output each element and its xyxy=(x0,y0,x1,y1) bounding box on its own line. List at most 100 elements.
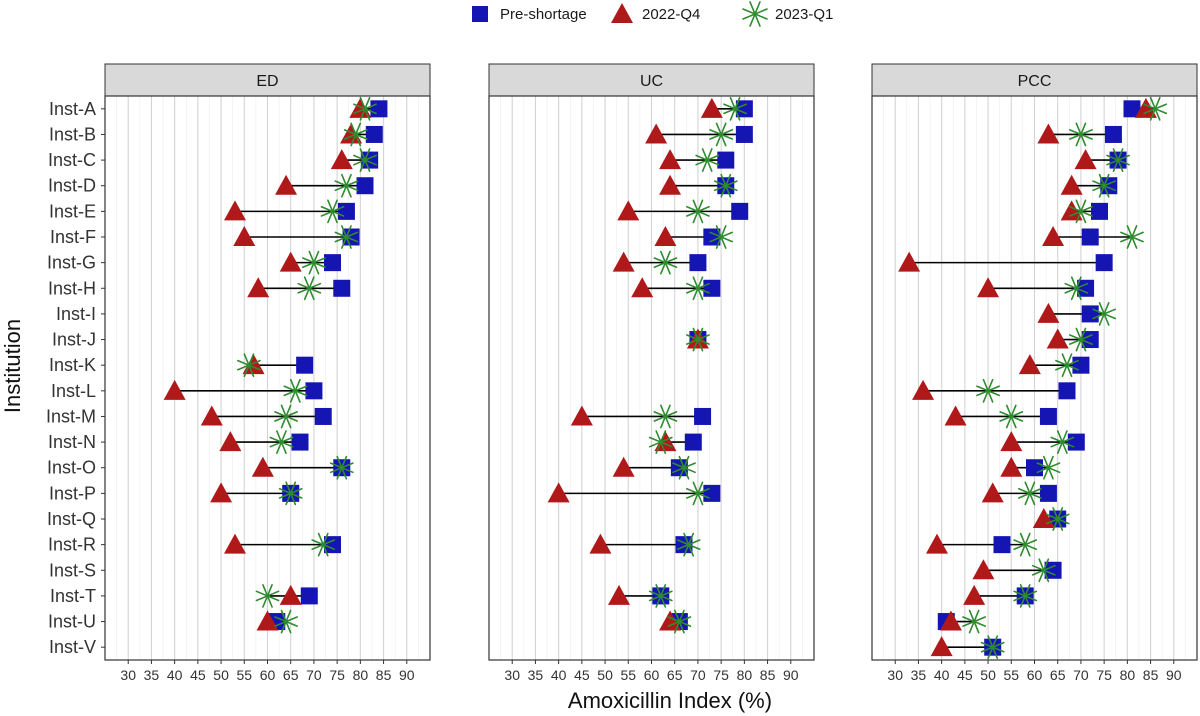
x-tick-label: 35 xyxy=(528,667,544,683)
x-tick-label: 30 xyxy=(887,667,903,683)
q4-2022-point xyxy=(981,482,1004,503)
panels: ED 30 35 40 45 50 55 60 65 70 75 80 85 90 UC 30 35 40 45 50… xyxy=(101,63,1198,683)
strip-label: UC xyxy=(640,73,663,90)
institution-label: Inst-F xyxy=(50,227,96,247)
x-tick-label: 70 xyxy=(306,667,322,683)
q4-2022-point xyxy=(612,251,635,272)
pre-shortage-point xyxy=(1091,202,1108,220)
x-tick-label: 55 xyxy=(236,667,252,683)
q1-2023-point xyxy=(1120,225,1144,249)
q1-2023-point xyxy=(686,276,710,301)
legend-item-q1: 2023-Q1 xyxy=(742,1,833,27)
legend-triangle-marker xyxy=(611,3,633,23)
x-axis-ticks: 30 35 40 45 50 55 60 65 70 75 80 85 90 xyxy=(887,660,1182,683)
x-tick-label: 45 xyxy=(574,667,590,683)
q4-2022-point xyxy=(977,277,1000,298)
x-tick-label: 85 xyxy=(376,667,392,683)
q1-2023-point xyxy=(713,173,738,198)
q1-2023-point xyxy=(353,148,377,172)
x-tick-label: 50 xyxy=(213,667,229,683)
x-tick-label: 60 xyxy=(1027,667,1043,683)
q4-2022-point xyxy=(163,379,186,400)
q4-2022-point xyxy=(617,200,640,221)
q4-2022-point xyxy=(247,277,270,298)
q4-2022-point xyxy=(939,610,962,631)
x-tick-label: 35 xyxy=(911,667,927,683)
q4-2022-point xyxy=(570,405,593,426)
pre-shortage-point xyxy=(333,279,351,297)
legend-square-marker xyxy=(472,6,488,22)
institution-label: Inst-O xyxy=(47,458,96,478)
q1-2023-point xyxy=(686,199,710,224)
q4-2022-point xyxy=(1060,174,1083,195)
legend-label-q1: 2023-Q1 xyxy=(775,6,833,23)
q4-2022-point xyxy=(898,251,921,272)
q4-2022-point xyxy=(279,584,302,605)
q1-2023-point xyxy=(311,532,336,557)
q1-2023-point xyxy=(1092,302,1117,326)
pre-shortage-point xyxy=(703,228,721,246)
x-tick-label: 85 xyxy=(1143,667,1159,683)
q1-2023-point xyxy=(1143,96,1168,121)
q1-2023-point xyxy=(962,609,987,634)
pre-shortage-point xyxy=(703,484,721,502)
q4-2022-point xyxy=(972,559,995,580)
institution-label: Inst-H xyxy=(48,278,96,298)
legend-label-q4: 2022-Q4 xyxy=(642,6,700,23)
q4-2022-point xyxy=(1046,328,1069,349)
panel-border xyxy=(488,95,815,661)
q4-2022-point xyxy=(251,456,274,477)
pre-shortage-point xyxy=(356,177,374,195)
x-tick-label: 35 xyxy=(144,667,160,683)
panel-border xyxy=(104,95,431,661)
q1-2023-point xyxy=(1017,481,1042,506)
q1-2023-point xyxy=(695,148,720,172)
pre-shortage-point xyxy=(296,356,314,374)
q1-2023-point xyxy=(667,609,692,634)
x-tick-label: 30 xyxy=(504,667,520,683)
x-tick-label: 70 xyxy=(690,667,706,683)
pre-shortage-point xyxy=(300,587,318,605)
q1-2023-point xyxy=(1055,353,1079,378)
y-axis-title: Institution xyxy=(0,319,25,413)
institution-label: Inst-T xyxy=(50,586,96,606)
q1-2023-point xyxy=(255,584,280,608)
pre-shortage-point xyxy=(1081,305,1099,323)
q1-2023-point xyxy=(297,276,322,301)
q4-2022-point xyxy=(224,200,246,221)
q1-2023-point xyxy=(648,584,673,608)
pre-shortage-point xyxy=(1039,407,1057,425)
q4-2022-point xyxy=(275,174,298,195)
x-tick-label: 45 xyxy=(190,667,206,683)
q1-2023-point xyxy=(676,532,701,557)
institution-label: Inst-G xyxy=(47,253,96,273)
q1-2023-point xyxy=(976,378,1000,403)
q4-2022-point xyxy=(1074,149,1097,170)
pre-shortage-point xyxy=(1044,561,1062,579)
q1-2023-point xyxy=(648,430,673,454)
institution-label: Inst-J xyxy=(52,330,96,350)
institution-label: Inst-K xyxy=(49,355,96,375)
x-tick-label: 75 xyxy=(713,667,729,683)
x-axis-ticks: 30 35 40 45 50 55 60 65 70 75 80 85 90 xyxy=(504,660,799,683)
pre-shortage-point xyxy=(1026,459,1043,477)
pre-shortage-point xyxy=(694,407,712,425)
q4-2022-point xyxy=(1037,302,1060,323)
q4-2022-point xyxy=(1000,431,1023,452)
q1-2023-point xyxy=(302,250,326,275)
panel-uc: UC 30 35 40 45 50 55 60 65 70 75 80 85 90 xyxy=(488,63,815,683)
pre-shortage-point xyxy=(324,254,341,272)
q4-2022-point xyxy=(233,226,256,246)
pre-shortage-point xyxy=(717,151,735,169)
pre-shortage-point xyxy=(1039,484,1057,502)
institution-label: Inst-N xyxy=(48,432,96,452)
institution-label: Inst-M xyxy=(46,406,96,426)
institution-label: Inst-D xyxy=(48,176,96,196)
data-marks xyxy=(898,96,1168,660)
q4-2022-point xyxy=(1000,456,1023,477)
q4-2022-point xyxy=(589,533,612,554)
institution-label: Inst-V xyxy=(49,637,96,657)
pre-shortage-point xyxy=(337,202,355,220)
q1-2023-point xyxy=(686,481,710,506)
institution-label: Inst-S xyxy=(49,560,96,580)
